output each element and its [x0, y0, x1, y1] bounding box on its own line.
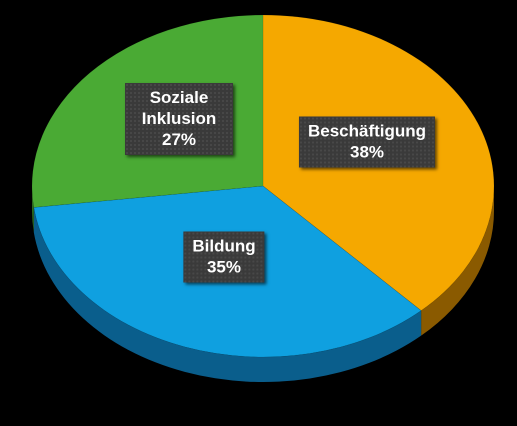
slice-label-text: Soziale Inklusion	[141, 88, 217, 128]
slice-label-bildung: Bildung 35%	[183, 231, 265, 283]
slice-label-soziale-inklusion: Soziale Inklusion 27%	[125, 83, 233, 155]
pie-side-besch-ftigung	[421, 186, 494, 336]
pie-side-bildung	[33, 207, 422, 382]
slice-label-text: Bildung	[192, 236, 256, 256]
slice-value-text: 38%	[349, 142, 385, 162]
slice-value-text: 35%	[206, 257, 242, 277]
slice-value-text: 27%	[161, 130, 197, 149]
pie-side-soziale-inklusion	[32, 186, 34, 233]
slice-label-beschaeftigung: Beschäftigung 38%	[298, 116, 436, 168]
slice-label-text: Beschäftigung	[307, 121, 427, 141]
